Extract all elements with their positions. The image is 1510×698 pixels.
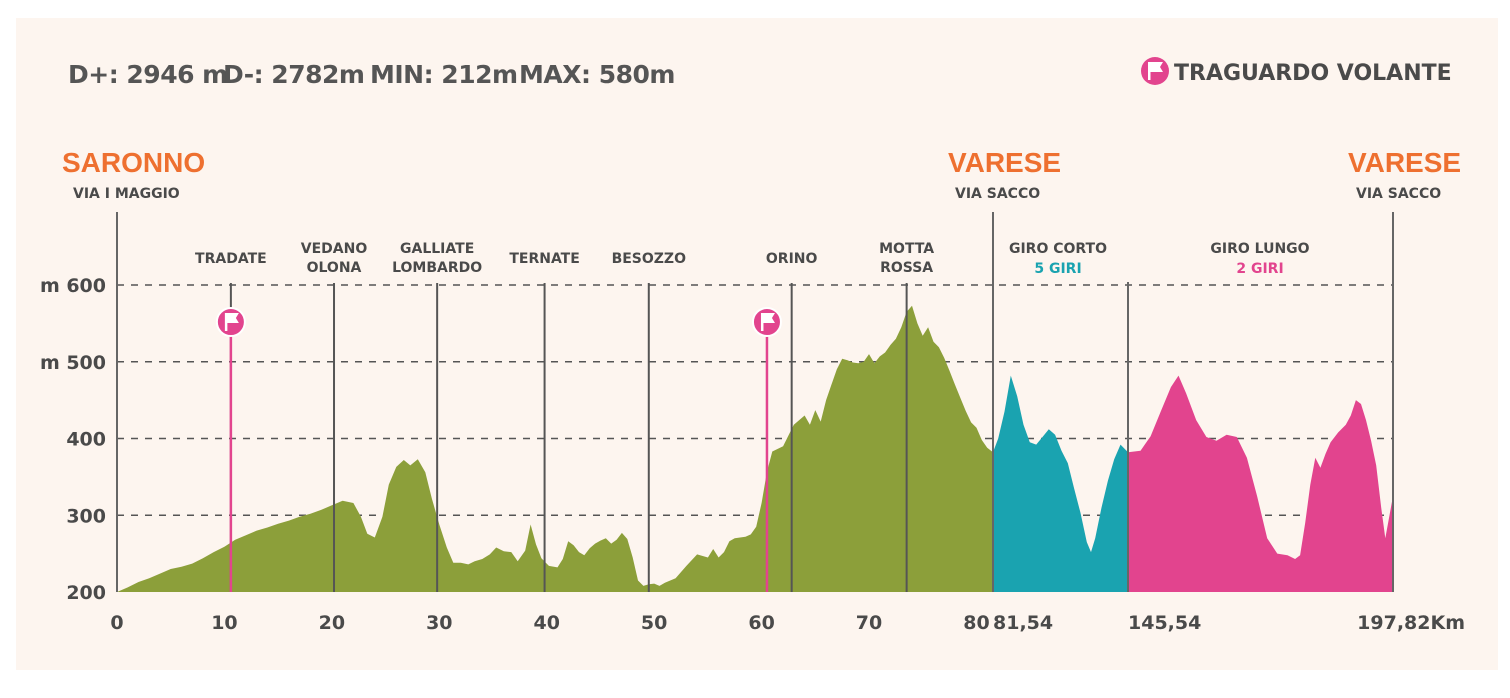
stat-elevation-gain: D+: 2946 m: [68, 60, 228, 89]
y-tick-label: 200: [66, 582, 106, 604]
legend-label: TRAGUARDO VOLANTE: [1174, 61, 1452, 86]
x-tick-label: 10: [211, 612, 237, 634]
place-label: OLONA: [307, 260, 362, 276]
start-city: SARONNO: [62, 147, 205, 178]
x-tick-label: 30: [426, 612, 452, 634]
place-label: ORINO: [766, 251, 818, 267]
flag-icon-pole: [760, 313, 764, 331]
x-boundary-label: 145,54: [1128, 612, 1201, 634]
circuit-long-name: GIRO LUNGO: [1210, 241, 1309, 257]
end-street: VIA SACCO: [1356, 186, 1441, 202]
x-tick-label: 0: [110, 612, 123, 634]
y-unit-label: m: [40, 275, 60, 297]
y-tick-label: 600: [66, 275, 106, 297]
x-tick-label: 40: [534, 612, 560, 634]
flag-icon: [215, 307, 246, 337]
end-city: VARESE: [1348, 147, 1461, 178]
mid-street: VIA SACCO: [955, 186, 1040, 202]
y-tick-label: 500: [66, 352, 106, 374]
x-boundary-label: 197,82Km: [1357, 612, 1465, 634]
elevation-segment-3: [1128, 375, 1393, 592]
circuit-short-name: GIRO CORTO: [1009, 241, 1107, 257]
stat-min-altitude: MIN: 212m: [370, 60, 518, 89]
x-tick-label: 50: [641, 612, 667, 634]
elevation-segment-1: [117, 305, 993, 592]
axis-labels: 600m500m400300200TRADATEVEDANOOLONAGALLI…: [40, 241, 1465, 634]
place-label: BESOZZO: [612, 251, 687, 267]
x-tick-label: 70: [856, 612, 882, 634]
stat-max-altitude: MAX: 580m: [519, 60, 675, 89]
flag-icon: [751, 307, 782, 337]
place-label: TRADATE: [195, 251, 267, 267]
y-tick-label: 400: [66, 429, 106, 451]
circuit-short-laps: 5 GIRI: [1034, 261, 1081, 277]
x-tick-label: 20: [319, 612, 345, 634]
elevation-segment-2: [993, 375, 1128, 592]
start-street: VIA I MAGGIO: [73, 186, 180, 202]
mid-city: VARESE: [948, 147, 1061, 178]
x-tick-label: 80: [963, 612, 989, 634]
place-label: ROSSA: [880, 260, 933, 276]
flag-icon: [1141, 57, 1169, 85]
circuit-long-laps: 2 GIRI: [1236, 261, 1283, 277]
flag-icon-cloth: [762, 313, 775, 323]
x-boundary-label: 81,54: [993, 612, 1053, 634]
y-unit-label: m: [40, 352, 60, 374]
place-label: LOMBARDO: [392, 260, 482, 276]
place-label: MOTTA: [879, 241, 934, 257]
flag-icon-cloth: [226, 313, 239, 323]
legend: TRAGUARDO VOLANTE: [1141, 57, 1452, 86]
x-tick-label: 60: [748, 612, 774, 634]
flag-icon-pole: [224, 313, 228, 331]
elevation-profile: [117, 305, 1393, 592]
marker-lines: [116, 212, 1394, 592]
stat-elevation-loss: D-: 2782m: [223, 60, 364, 89]
y-tick-label: 300: [66, 505, 106, 527]
place-label: VEDANO: [301, 241, 368, 257]
place-label: GALLIATE: [400, 241, 474, 257]
place-label: TERNATE: [509, 251, 579, 267]
